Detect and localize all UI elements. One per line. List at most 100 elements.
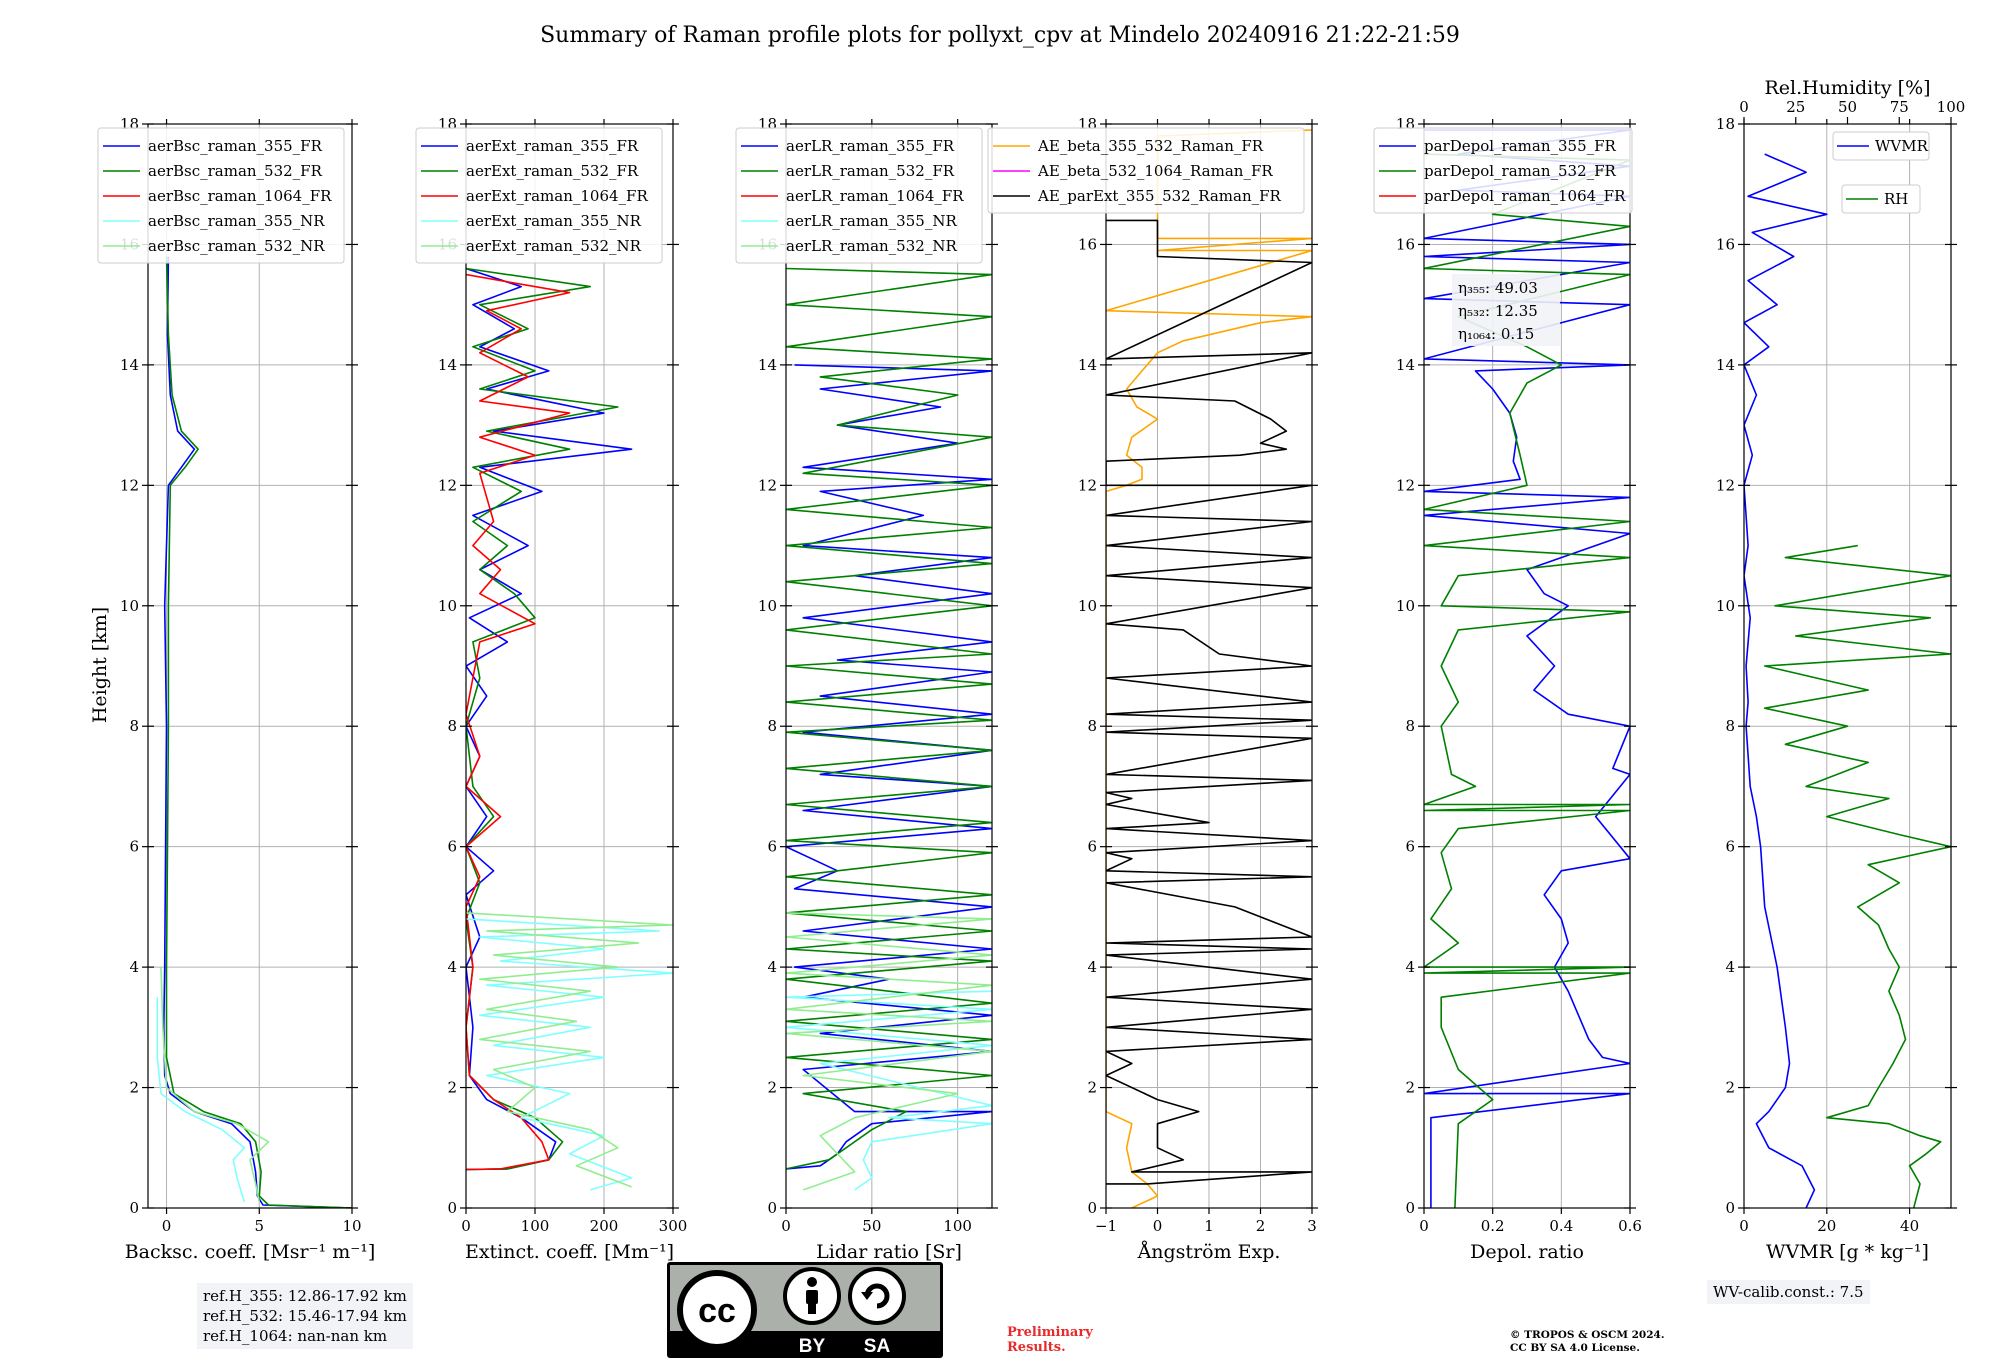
axes-frame-depolarization bbox=[1423, 123, 1631, 1209]
axes-frame-lidar-ratio bbox=[785, 123, 993, 1209]
axes-frame-extinction bbox=[465, 123, 674, 1209]
y-tick-label: 16 bbox=[1716, 235, 1735, 253]
top-x-tick-label: 0 bbox=[1739, 98, 1749, 116]
y-tick-label: 8 bbox=[1087, 717, 1097, 735]
y-tick-label: 0 bbox=[447, 1199, 457, 1217]
series-line-aerExt_raman_532_NR bbox=[466, 912, 673, 1188]
series-line-aerLR_raman_532_FR bbox=[786, 267, 992, 1170]
series-group-angstrom bbox=[1106, 129, 1312, 1208]
y-tick-label: 14 bbox=[1716, 356, 1735, 374]
y-tick-label: 8 bbox=[767, 717, 777, 735]
legend-depolarization: parDepol_raman_355_FR parDepol_raman_532_… bbox=[1373, 127, 1633, 214]
legend-label-aerLR_raman_532_NR: aerLR_raman_532_NR bbox=[786, 237, 957, 255]
x-tick-label: 2 bbox=[1256, 1217, 1266, 1235]
x-tick-label: 0.6 bbox=[1618, 1217, 1642, 1235]
legend-label-aerLR_raman_355_FR: aerLR_raman_355_FR bbox=[786, 137, 955, 155]
series-line-aerExt_raman_1064_FR bbox=[466, 273, 571, 1171]
legend-label-AE_parExt_355_532_Raman_FR: AE_parExt_355_532_Raman_FR bbox=[1037, 187, 1282, 205]
y-tick-label: 8 bbox=[447, 717, 457, 735]
legend-box bbox=[735, 127, 983, 264]
x-tick-label: −1 bbox=[1095, 1217, 1117, 1235]
panel-extinction: 0246810121416180100200300Extinct. coeff.… bbox=[415, 115, 688, 1263]
series-line-AE_beta_355_532_Raman_FR bbox=[1106, 129, 1312, 1208]
y-tick-label: 6 bbox=[1725, 838, 1735, 856]
y-tick-label: 0 bbox=[129, 1199, 139, 1217]
series-group-backscatter bbox=[156, 256, 352, 1208]
share-alike-icon bbox=[848, 1267, 906, 1325]
legend-WVMR: WVMR bbox=[1832, 131, 1930, 161]
series-line-aerLR_raman_532_NR bbox=[786, 912, 992, 1191]
legend-extinction: aerExt_raman_355_FR aerExt_raman_532_FRae… bbox=[415, 127, 663, 264]
y-tick-label: 10 bbox=[438, 597, 457, 615]
x-tick-label: 0 bbox=[781, 1217, 791, 1235]
series-line-RH bbox=[1763, 544, 1951, 1208]
y-tick-label: 16 bbox=[1078, 235, 1097, 253]
y-tick-label: 10 bbox=[1396, 597, 1415, 615]
panel-lidar-ratio: 024681012141618050100Lidar ratio [Sr]aer… bbox=[735, 115, 998, 1263]
y-tick-label: 12 bbox=[758, 476, 777, 494]
top-x-tick-label: 100 bbox=[1937, 98, 1966, 116]
preliminary-results-note: Preliminary Results. bbox=[1007, 1325, 1093, 1355]
y-tick-label: 4 bbox=[1405, 958, 1415, 976]
eta-box bbox=[1452, 274, 1560, 346]
legend-label: WVMR bbox=[1875, 137, 1929, 155]
legend-label-aerExt_raman_355_NR: aerExt_raman_355_NR bbox=[466, 212, 642, 230]
y-tick-label: 14 bbox=[1396, 356, 1415, 374]
top-x-tick-label: 50 bbox=[1838, 98, 1857, 116]
y-tick-label: 4 bbox=[1087, 958, 1097, 976]
x-tick-label: 50 bbox=[862, 1217, 881, 1235]
x-tick-label: 200 bbox=[590, 1217, 619, 1235]
x-tick-label: 300 bbox=[659, 1217, 688, 1235]
x-tick-label: 20 bbox=[1817, 1217, 1836, 1235]
legend-label-parDepol_raman_532_FR: parDepol_raman_532_FR bbox=[1424, 162, 1617, 180]
y-tick-label: 2 bbox=[1087, 1079, 1097, 1097]
legend-label-aerLR_raman_355_NR: aerLR_raman_355_NR bbox=[786, 212, 957, 230]
series-group-lidar-ratio bbox=[786, 267, 992, 1191]
y-tick-label: 14 bbox=[758, 356, 777, 374]
grid-lidar-ratio bbox=[786, 124, 992, 1208]
series-group-water-vapor bbox=[1744, 153, 1951, 1208]
y-tick-label: 0 bbox=[767, 1199, 777, 1217]
y-tick-label: 2 bbox=[1725, 1079, 1735, 1097]
x-tick-label: 40 bbox=[1900, 1217, 1919, 1235]
legend-label-parDepol_raman_1064_FR: parDepol_raman_1064_FR bbox=[1424, 187, 1626, 205]
x-axis-label-water-vapor: WVMR [g * kg⁻¹] bbox=[1766, 1241, 1929, 1263]
legend-label-aerBsc_raman_1064_FR: aerBsc_raman_1064_FR bbox=[148, 187, 332, 205]
x-axis-label-lidar-ratio: Lidar ratio [Sr] bbox=[816, 1241, 962, 1263]
y-tick-label: 8 bbox=[1725, 717, 1735, 735]
eta-annotations: η₃₅₅: 49.03 η₅₃₂: 12.35 η₁₀₆₄: 0.15 bbox=[1452, 274, 1560, 346]
y-tick-label: 6 bbox=[447, 838, 457, 856]
series-line-parDepol_raman_532_FR bbox=[1424, 153, 1630, 1208]
y-tick-label: 10 bbox=[1716, 597, 1735, 615]
x-tick-label: 100 bbox=[943, 1217, 972, 1235]
reference-heights-box: ref.H_355: 12.86-17.92 km ref.H_532: 15.… bbox=[197, 1283, 413, 1349]
x-axis-label-backscatter: Backsc. coeff. [Msr⁻¹ m⁻¹] bbox=[125, 1241, 376, 1263]
wv-calibration-constant: WV-calib.const.: 7.5 bbox=[1707, 1280, 1870, 1304]
legend-label-aerLR_raman_1064_FR: aerLR_raman_1064_FR bbox=[786, 187, 964, 205]
y-tick-label: 14 bbox=[1078, 356, 1097, 374]
legend-box bbox=[987, 127, 1305, 214]
x-tick-label: 5 bbox=[254, 1217, 264, 1235]
y-tick-label: 14 bbox=[120, 356, 139, 374]
legend-box bbox=[1841, 184, 1921, 214]
x-axis-label-depolarization: Depol. ratio bbox=[1470, 1241, 1584, 1263]
x-tick-label: 0 bbox=[1739, 1217, 1749, 1235]
y-tick-label: 0 bbox=[1087, 1199, 1097, 1217]
y-tick-label: 8 bbox=[129, 717, 139, 735]
x-axis-label-extinction: Extinct. coeff. [Mm⁻¹] bbox=[465, 1241, 674, 1263]
y-tick-label: 12 bbox=[120, 476, 139, 494]
series-group-depolarization bbox=[1424, 129, 1630, 1208]
x-tick-label: 0.2 bbox=[1481, 1217, 1505, 1235]
legend-box bbox=[1373, 127, 1633, 214]
y-tick-label: 12 bbox=[1716, 476, 1735, 494]
x-tick-label: 1 bbox=[1204, 1217, 1214, 1235]
cc-logo-icon: cc bbox=[677, 1270, 757, 1350]
series-line-aerExt_raman_355_NR bbox=[466, 918, 673, 1191]
series-line-aerBsc_raman_355_FR bbox=[163, 256, 352, 1208]
y-tick-label: 18 bbox=[1716, 115, 1735, 133]
eta-annotation: η₁₀₆₄: 0.15 bbox=[1458, 325, 1534, 343]
copyright-line-1: © TROPOS & OSCM 2024. bbox=[1510, 1329, 1665, 1341]
y-tick-label: 10 bbox=[1078, 597, 1097, 615]
preliminary-line-1: Preliminary bbox=[1007, 1325, 1093, 1340]
